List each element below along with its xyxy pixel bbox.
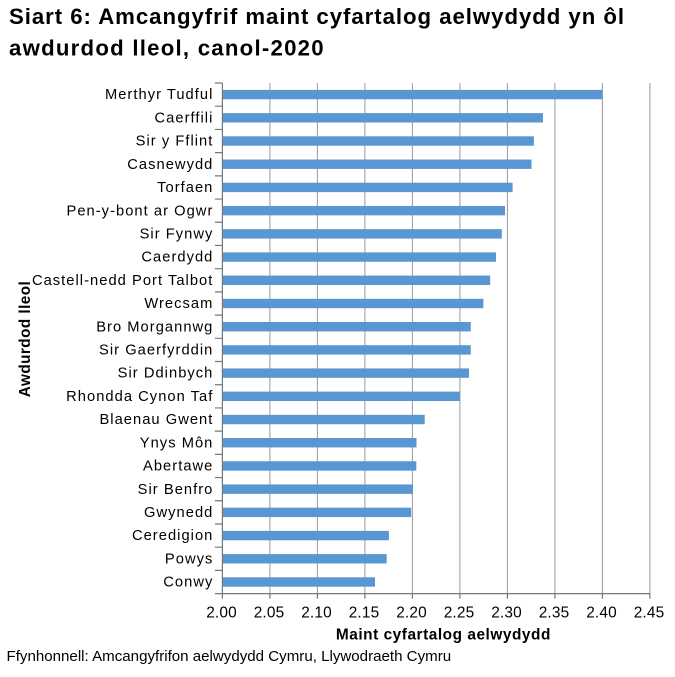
svg-text:Ffynhonnell: Amcangyfrifon ael: Ffynhonnell: Amcangyfrifon aelwydydd Cym…: [7, 648, 452, 665]
svg-text:2.05: 2.05: [254, 604, 285, 621]
svg-text:Gwynedd: Gwynedd: [144, 505, 213, 521]
svg-text:Sir Fynwy: Sir Fynwy: [140, 226, 214, 242]
svg-text:Caerdydd: Caerdydd: [141, 250, 213, 266]
svg-text:Sir Ddinbych: Sir Ddinbych: [118, 366, 214, 382]
svg-text:Maint cyfartalog aelwydydd: Maint cyfartalog aelwydydd: [336, 627, 551, 644]
svg-text:Sir y Fflint: Sir y Fflint: [136, 134, 214, 150]
svg-text:2.20: 2.20: [396, 604, 427, 621]
svg-text:Blaenau Gwent: Blaenau Gwent: [99, 412, 213, 428]
svg-text:Bro Morgannwg: Bro Morgannwg: [96, 319, 213, 335]
svg-text:Pen-y-bont ar Ogwr: Pen-y-bont ar Ogwr: [67, 203, 214, 219]
svg-text:Merthyr Tudful: Merthyr Tudful: [105, 87, 213, 103]
svg-text:2.45: 2.45: [634, 604, 665, 621]
svg-text:2.00: 2.00: [206, 604, 237, 621]
svg-text:Wrecsam: Wrecsam: [144, 296, 213, 312]
svg-text:2.15: 2.15: [349, 604, 380, 621]
svg-text:2.25: 2.25: [444, 604, 475, 621]
svg-text:Castell-nedd Port Talbot: Castell-nedd Port Talbot: [32, 273, 213, 289]
svg-text:2.10: 2.10: [301, 604, 332, 621]
svg-text:2.35: 2.35: [539, 604, 570, 621]
svg-text:Powys: Powys: [165, 551, 213, 567]
svg-text:Abertawe: Abertawe: [143, 459, 213, 475]
svg-text:Casnewydd: Casnewydd: [127, 157, 213, 173]
svg-text:Rhondda Cynon Taf: Rhondda Cynon Taf: [66, 389, 213, 405]
svg-text:2.40: 2.40: [586, 604, 617, 621]
svg-text:Conwy: Conwy: [163, 575, 213, 591]
svg-text:Awdurdod lleol: Awdurdod lleol: [17, 281, 34, 398]
svg-text:Caerffili: Caerffili: [155, 110, 214, 126]
svg-text:2.30: 2.30: [491, 604, 522, 621]
svg-text:awdurdod lleol, canol-2020: awdurdod lleol, canol-2020: [9, 35, 325, 60]
svg-text:Sir Benfro: Sir Benfro: [138, 482, 214, 498]
svg-text:Sir Gaerfyrddin: Sir Gaerfyrddin: [99, 343, 213, 359]
svg-text:Siart 6: Amcangyfrif maint cyf: Siart 6: Amcangyfrif maint cyfartalog ae…: [9, 4, 625, 29]
svg-text:Ceredigion: Ceredigion: [132, 528, 213, 544]
svg-text:Torfaen: Torfaen: [157, 180, 213, 196]
svg-text:Ynys Môn: Ynys Môn: [140, 435, 214, 451]
